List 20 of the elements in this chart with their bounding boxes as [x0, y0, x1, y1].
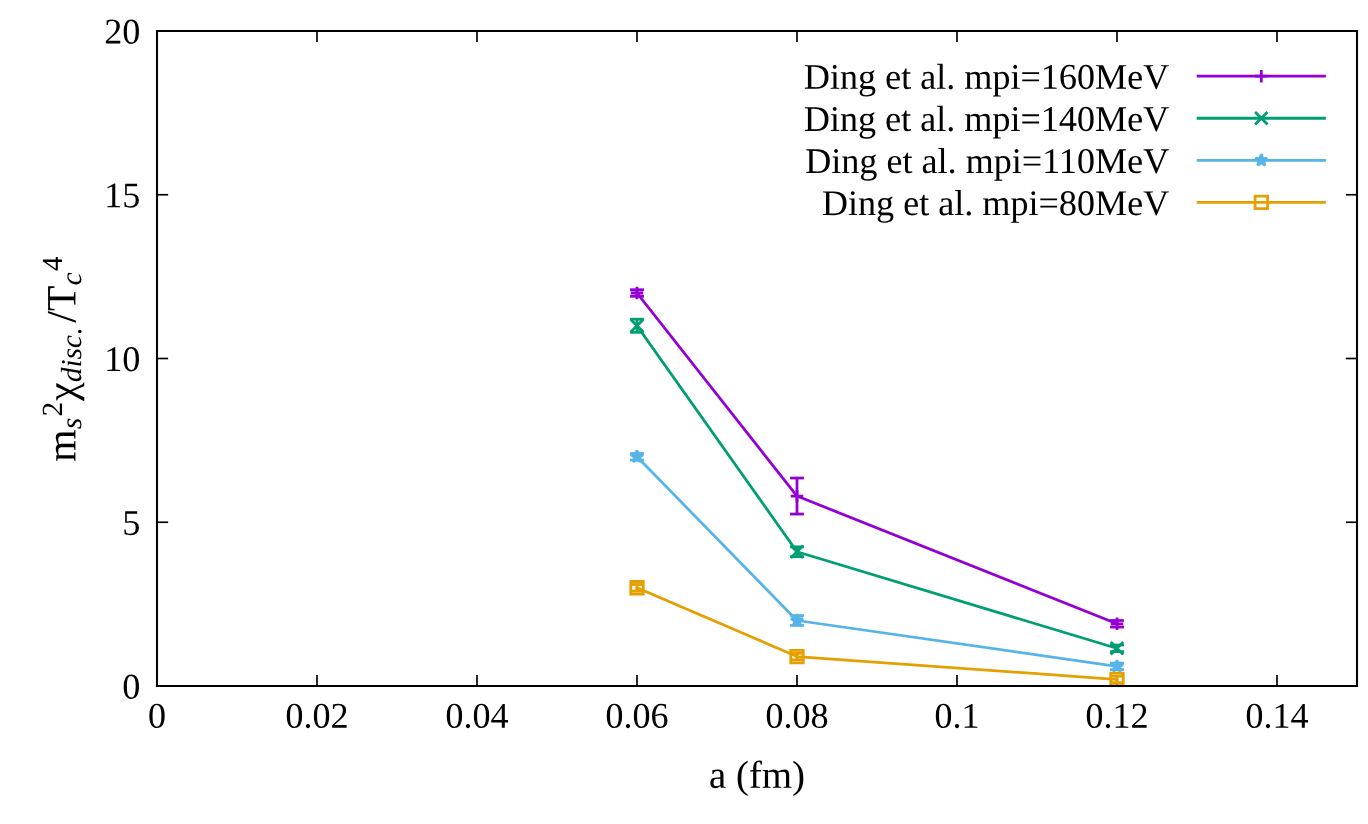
x-tick-label: 0.06 [606, 703, 668, 729]
x-tick-label: 0.08 [766, 703, 828, 729]
x-tick-label: 0.04 [446, 703, 509, 729]
y-tick-label: 15 [107, 183, 139, 208]
y-axis-title: m$_{s}$$^{2}$χ$_{disc.}$/T$_{c}$$^{4}$ [42, 256, 85, 461]
point [789, 488, 805, 504]
legend-label: Ding et al. mpi=110MeV [806, 147, 1169, 181]
legend-label: Ding et al. mpi=140MeV [804, 105, 1169, 139]
legend-label: Ding et al. mpi=160MeV [804, 63, 1169, 97]
x-tick-label: 0 [149, 703, 165, 729]
x-tick-label: 0.14 [1246, 703, 1309, 729]
x-tick-label: 0.02 [286, 703, 347, 729]
x-tick-label: 0.12 [1086, 703, 1147, 729]
x-tick-label: 0.1 [935, 703, 978, 729]
x-axis-title: a (fm) [710, 760, 804, 797]
y-tick-label: 0 [123, 674, 139, 699]
legend-label: Ding et al. mpi=80MeV [822, 190, 1169, 223]
y-tick-label: 20 [105, 19, 139, 44]
y-tick-label: 10 [107, 347, 139, 372]
y-tick-label: 5 [124, 511, 139, 536]
